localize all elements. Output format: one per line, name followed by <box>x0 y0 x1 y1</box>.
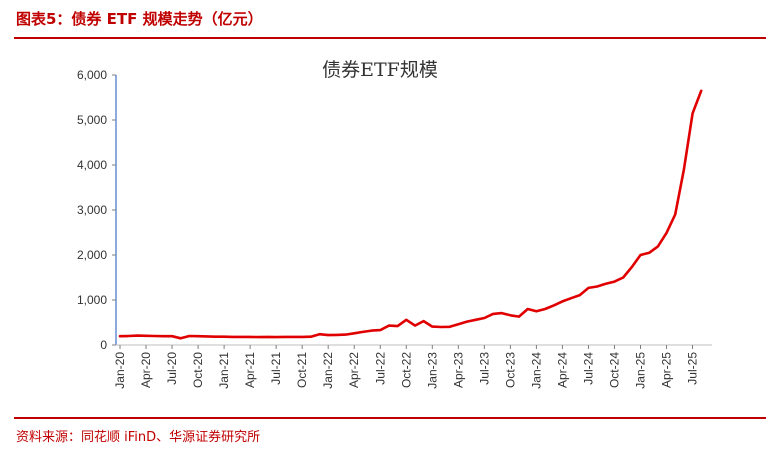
x-tick-label: Jan-20 <box>113 352 127 389</box>
y-tick-label: 2,000 <box>77 248 107 262</box>
x-tick-label: Jan-22 <box>321 352 335 389</box>
x-tick-label: Jan-24 <box>529 352 543 389</box>
x-tick-label: Apr-21 <box>243 352 257 388</box>
y-tick-label: 4,000 <box>77 158 107 172</box>
x-tick-label: Jul-24 <box>581 352 595 385</box>
x-tick-label: Apr-22 <box>347 352 361 388</box>
top-rule <box>14 37 766 39</box>
chart-title: 债券ETF规模 <box>322 59 438 81</box>
plot-area: 0 1,000 2,000 3,000 4,000 5,000 6,000 Jan-20 Apr… <box>77 68 712 389</box>
x-tick-label: Jul-21 <box>269 352 283 385</box>
x-tick-label: Jan-25 <box>634 352 648 389</box>
x-tick-label: Oct-20 <box>191 352 205 388</box>
series-line <box>118 89 703 340</box>
x-tick-label: Apr-25 <box>660 352 674 388</box>
y-tick-label: 0 <box>100 338 107 352</box>
x-tick-label: Apr-23 <box>451 352 465 388</box>
x-tick-label: Jan-23 <box>425 352 439 389</box>
x-tick-label: Jul-25 <box>686 352 700 385</box>
y-tick-label: 1,000 <box>77 293 107 307</box>
x-tick-label: Oct-22 <box>399 352 413 388</box>
x-tick-label: Jul-22 <box>373 352 387 385</box>
source-note: 资料来源：同花顺 iFinD、华源证券研究所 <box>16 430 261 445</box>
y-tick-label: 6,000 <box>77 68 107 82</box>
x-tick-label: Jul-20 <box>165 352 179 385</box>
bottom-rule <box>14 417 766 419</box>
x-tick-label: Apr-24 <box>555 352 569 388</box>
x-tick-label: Jul-23 <box>477 352 491 385</box>
x-tick-label: Apr-20 <box>139 352 153 388</box>
y-tick-label: 5,000 <box>77 113 107 127</box>
x-tick-label: Oct-21 <box>295 352 309 388</box>
x-tick-label: Oct-24 <box>607 352 621 388</box>
figure-title: 图表5：债券 ETF 规模走势（亿元） <box>16 10 263 28</box>
x-tick-label: Jan-21 <box>217 352 231 389</box>
y-tick-label: 3,000 <box>77 203 107 217</box>
x-tick-label: Oct-23 <box>503 352 517 388</box>
